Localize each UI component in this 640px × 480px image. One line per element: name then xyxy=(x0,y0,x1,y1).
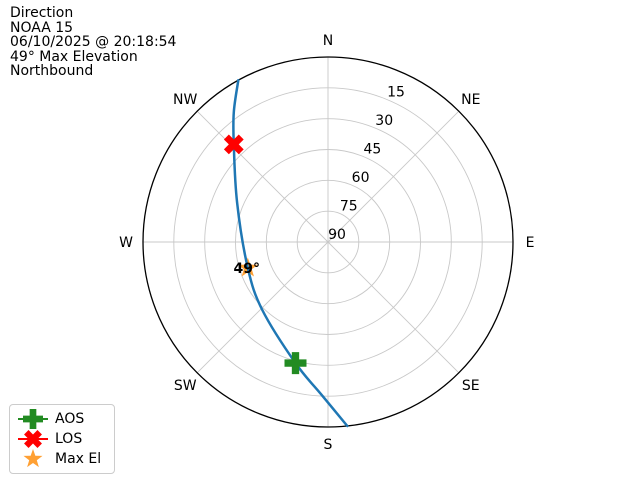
los-legend-marker-icon xyxy=(18,430,48,448)
elevation-tick-label-45: 45 xyxy=(363,142,381,158)
elevation-tick-label-75: 75 xyxy=(340,199,358,215)
aos-legend-marker-icon xyxy=(18,409,48,429)
compass-label-w: W xyxy=(119,235,133,251)
legend-marker-max el xyxy=(23,449,43,468)
compass-label-n: N xyxy=(323,33,333,49)
compass-label-se: SE xyxy=(462,378,480,394)
elevation-tick-label-60: 60 xyxy=(352,170,370,186)
compass-label-nw: NW xyxy=(173,92,197,108)
info-direction: Northbound xyxy=(10,63,94,79)
satellite-track-path xyxy=(232,78,349,428)
elevation-tick-label-15: 15 xyxy=(387,85,405,101)
compass-label-s: S xyxy=(324,437,333,453)
legend-item-max-el: Max El xyxy=(16,449,114,469)
info-title: Direction xyxy=(10,5,74,21)
elevation-tick-label-30: 30 xyxy=(375,113,393,129)
elevation-tick-label-90: 90 xyxy=(328,227,346,243)
legend: AOS LOS Max El xyxy=(9,404,115,474)
legend-label-aos: AOS xyxy=(55,411,85,427)
compass-label-e: E xyxy=(526,235,535,251)
elevation-ring-30 xyxy=(204,118,452,366)
max-el-legend-marker-icon xyxy=(23,449,43,468)
elevation-ring-75 xyxy=(296,210,360,274)
max-elevation-annotation: 49° xyxy=(234,261,260,277)
compass-label-ne: NE xyxy=(461,92,480,108)
elevation-ring-60 xyxy=(265,179,391,305)
compass-label-sw: SW xyxy=(174,378,197,394)
legend-marker-los xyxy=(24,430,42,448)
aos-marker xyxy=(284,352,307,375)
los-marker xyxy=(223,134,244,155)
legend-item-aos: AOS xyxy=(16,409,114,429)
chart-info-block: Direction NOAA 15 06/10/2025 @ 20:18:54 … xyxy=(10,6,176,79)
legend-label-los: LOS xyxy=(55,431,83,447)
legend-label-max-el: Max El xyxy=(55,451,102,467)
legend-marker-aos xyxy=(23,409,43,429)
info-satellite: NOAA 15 xyxy=(10,19,74,36)
info-timestamp: 06/10/2025 @ 20:18:54 xyxy=(10,34,177,50)
elevation-ring-45 xyxy=(235,149,421,335)
outer-horizon-ring xyxy=(142,56,514,428)
elevation-ring-15 xyxy=(173,87,483,397)
info-max-elevation: 49° Max Elevation xyxy=(10,48,138,65)
legend-item-los: LOS xyxy=(16,429,114,449)
